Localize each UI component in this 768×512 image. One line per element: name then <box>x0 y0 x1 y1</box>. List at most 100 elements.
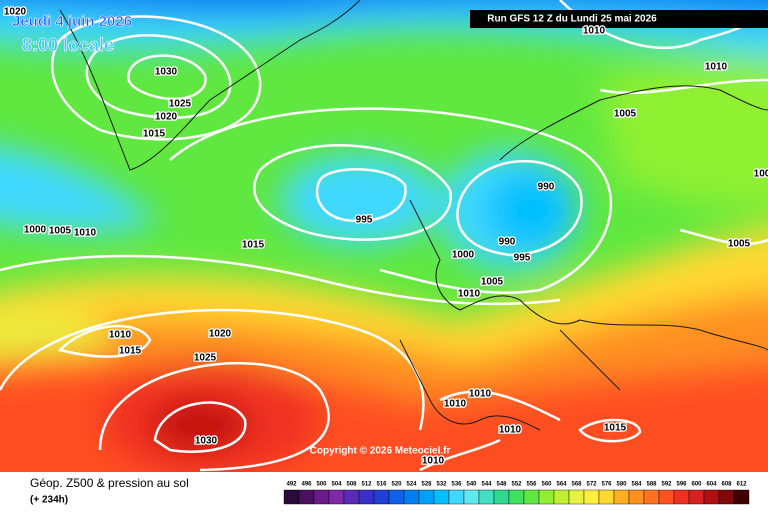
scale-swatch <box>583 489 600 505</box>
scale-label: 564 <box>556 482 567 488</box>
scale-swatch <box>463 489 480 505</box>
isobar-label: 1030 <box>195 436 218 447</box>
scale-swatch <box>523 489 540 505</box>
scale-swatch <box>493 489 510 505</box>
scale-swatch <box>478 489 495 505</box>
scale-label: 504 <box>331 482 342 488</box>
isobar-label: 1010 <box>74 228 97 239</box>
scale-label: 592 <box>661 482 672 488</box>
scale-label: 600 <box>691 482 702 488</box>
scale-label: 492 <box>286 482 297 488</box>
forecast-time: 8:00 locale <box>22 35 114 55</box>
isobar-label: 1010 <box>705 62 728 73</box>
isobar-label: 1020 <box>4 7 27 18</box>
scale-swatch <box>403 489 420 505</box>
scale-label: 612 <box>736 482 747 488</box>
scale-label: 548 <box>496 482 507 488</box>
scale-label: 568 <box>571 482 582 488</box>
isobar-label: 1010 <box>499 425 522 436</box>
isobar-label: 100 <box>754 169 768 180</box>
scale-swatch <box>568 489 585 505</box>
scale-label: 500 <box>316 482 327 488</box>
scale-swatch <box>388 489 405 505</box>
scale-swatch <box>508 489 525 505</box>
isobar-label: 1020 <box>209 329 232 340</box>
isobar-label: 1010 <box>109 330 132 341</box>
isobar-label: 1015 <box>604 423 627 434</box>
isobar-label: 1025 <box>194 353 217 364</box>
scale-label: 512 <box>361 482 372 488</box>
scale-label: 580 <box>616 482 627 488</box>
scale-swatch <box>343 489 360 505</box>
isobar-label: 1010 <box>422 456 445 467</box>
scale-label: 532 <box>436 482 447 488</box>
scale-swatch <box>688 489 705 505</box>
scale-label: 572 <box>586 482 597 488</box>
scale-swatch <box>703 489 720 505</box>
scale-label: 552 <box>511 482 522 488</box>
isobar-label: 1005 <box>614 109 637 120</box>
scale-swatch <box>298 489 315 505</box>
scale-label: 596 <box>676 482 687 488</box>
scale-label: 536 <box>451 482 462 488</box>
scale-label: 560 <box>541 482 552 488</box>
isobar-label: 990 <box>499 237 516 248</box>
scale-label: 520 <box>391 482 402 488</box>
scale-swatch <box>553 489 570 505</box>
scale-swatch <box>673 489 690 505</box>
scale-swatch <box>598 489 615 505</box>
isobar-label: 1015 <box>143 129 166 140</box>
scale-swatch <box>628 489 645 505</box>
scale-label: 604 <box>706 482 717 488</box>
run-info: Run GFS 12 Z du Lundi 25 mai 2026 <box>487 14 657 25</box>
scale-swatch <box>358 489 375 505</box>
scale-swatch <box>448 489 465 505</box>
scale-swatch <box>373 489 390 505</box>
scale-swatch <box>418 489 435 505</box>
scale-swatch <box>313 489 330 505</box>
scale-swatch <box>328 489 345 505</box>
scale-swatch <box>538 489 555 505</box>
scale-label: 608 <box>721 482 732 488</box>
scale-swatch <box>433 489 450 505</box>
isobar-label: 1000 <box>24 225 47 236</box>
color-scale: 492 496 500 504 508 512 516 520 524 528 532 536 540 5… <box>283 482 750 505</box>
forecast-date: Jeudi 4 juin 2026 <box>12 13 132 30</box>
scale-swatch <box>658 489 675 505</box>
scale-label: 584 <box>631 482 642 488</box>
scale-label: 588 <box>646 482 657 488</box>
copyright: Copyright © 2026 Meteociel.fr <box>310 446 451 457</box>
scale-swatch <box>283 489 300 505</box>
run-banner <box>470 10 768 28</box>
scale-swatch <box>643 489 660 505</box>
isobar-label: 990 <box>538 182 555 193</box>
isobar-label: 1025 <box>169 99 192 110</box>
isobar-label: 1015 <box>242 240 265 251</box>
isobar-label: 1000 <box>452 250 475 261</box>
isobar-label: 1005 <box>481 277 504 288</box>
isobar-label: 1030 <box>155 67 178 78</box>
scale-swatch <box>718 489 735 505</box>
isobar-label: 1010 <box>458 289 481 300</box>
scale-label: 508 <box>346 482 357 488</box>
scale-label: 540 <box>466 482 477 488</box>
scale-label: 528 <box>421 482 432 488</box>
isobar-label: 1005 <box>728 239 751 250</box>
isobar-label: 995 <box>514 253 531 264</box>
coastlines <box>59 0 768 431</box>
scale-label: 576 <box>601 482 612 488</box>
scale-label: 524 <box>406 482 417 488</box>
isobar-label: 1005 <box>49 226 72 237</box>
scale-swatch <box>733 489 750 505</box>
isobar-label: 1010 <box>583 26 606 37</box>
scale-label: 496 <box>301 482 312 488</box>
isobar-label: 1010 <box>469 389 492 400</box>
isobar-label: 1010 <box>444 399 467 410</box>
isobar-label: 995 <box>356 215 373 226</box>
scale-label: 544 <box>481 482 492 488</box>
scale-swatch <box>613 489 630 505</box>
legend-lead: (+ 234h) <box>30 495 68 506</box>
